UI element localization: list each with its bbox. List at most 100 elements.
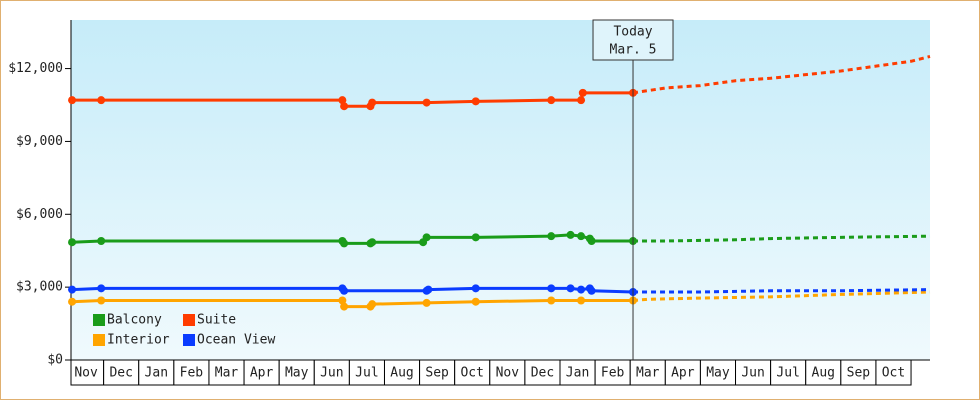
x-tick-label: Apr <box>671 366 695 381</box>
data-point <box>547 232 556 241</box>
data-point <box>471 233 480 242</box>
data-point <box>578 88 587 97</box>
data-point <box>68 238 77 247</box>
data-point <box>340 302 349 311</box>
data-point <box>68 285 77 294</box>
x-tick-label: Dec <box>109 366 132 381</box>
data-point <box>68 297 77 306</box>
today-label: Today <box>613 25 652 40</box>
y-tick-label: $6,000 <box>16 207 63 222</box>
x-tick-label: Jan <box>145 366 168 381</box>
x-tick-box <box>699 359 737 386</box>
data-point <box>471 284 480 293</box>
x-tick-box <box>103 359 140 386</box>
x-tick-label: Mar <box>215 366 239 381</box>
data-point <box>424 285 433 294</box>
x-tick-label: Dec <box>531 366 554 381</box>
data-point <box>368 238 377 247</box>
data-point <box>97 96 106 105</box>
x-tick-box <box>840 359 877 386</box>
legend-label: Balcony <box>107 313 162 328</box>
data-point <box>368 300 377 309</box>
x-tick-label: Jun <box>741 366 764 381</box>
data-point <box>577 285 586 294</box>
data-point <box>97 296 106 305</box>
x-tick-label: Jul <box>355 366 378 381</box>
data-point <box>97 237 106 245</box>
legend-swatch <box>93 334 105 346</box>
x-tick-label: Jan <box>566 366 589 381</box>
plot-area <box>71 20 930 360</box>
data-point <box>422 98 431 107</box>
data-point <box>340 239 349 248</box>
y-tick-label: $3,000 <box>16 280 63 295</box>
x-tick-label: Jun <box>320 366 343 381</box>
y-tick-label: $12,000 <box>8 61 63 76</box>
data-point <box>422 233 431 242</box>
data-point <box>340 102 349 111</box>
today-label: Mar. 5 <box>610 43 657 58</box>
data-point <box>97 284 106 293</box>
legend-label: Suite <box>197 313 236 328</box>
x-tick-label: Mar <box>636 366 660 381</box>
data-point <box>338 296 347 305</box>
x-tick-box <box>770 359 807 386</box>
data-point <box>338 96 347 105</box>
data-point <box>368 98 377 107</box>
legend-swatch <box>183 314 195 326</box>
data-point <box>547 96 556 105</box>
x-tick-label: Jul <box>776 366 799 381</box>
x-tick-label: Sep <box>847 366 871 381</box>
y-tick-label: $9,000 <box>16 134 63 149</box>
x-tick-box <box>70 359 105 386</box>
data-point <box>587 237 596 245</box>
x-tick-box <box>594 359 631 386</box>
x-tick-box <box>664 359 701 386</box>
data-point <box>422 298 431 307</box>
x-tick-label: May <box>706 366 730 381</box>
y-tick-label: $0 <box>47 353 63 368</box>
legend-label: Ocean View <box>197 333 275 348</box>
x-tick-label: Feb <box>601 366 625 381</box>
forecast-line <box>633 288 931 294</box>
forecast-line <box>632 290 931 302</box>
today-box <box>592 19 674 61</box>
data-point <box>471 297 480 306</box>
x-tick-box <box>559 359 596 386</box>
forecast-line <box>633 234 931 243</box>
x-tick-label: Aug <box>390 366 413 381</box>
x-tick-label: Nov <box>496 366 520 381</box>
x-tick-box <box>138 359 175 386</box>
x-tick-box <box>208 359 245 386</box>
legend-swatch <box>93 314 105 326</box>
data-point <box>587 286 596 295</box>
x-tick-box <box>875 359 912 386</box>
x-tick-box <box>313 359 350 386</box>
forecast-line <box>632 54 931 95</box>
x-tick-box <box>805 359 842 386</box>
data-point <box>577 232 586 241</box>
x-tick-box <box>383 359 421 386</box>
x-tick-label: May <box>285 366 309 381</box>
data-point <box>577 96 586 105</box>
x-tick-box <box>735 359 772 386</box>
x-tick-label: Aug <box>812 366 835 381</box>
data-point <box>547 284 556 293</box>
x-tick-box <box>173 359 210 386</box>
data-point <box>68 96 77 105</box>
x-tick-label: Feb <box>180 366 204 381</box>
data-point <box>577 296 586 305</box>
x-tick-box <box>454 359 491 386</box>
legend-label: Interior <box>107 333 170 348</box>
data-point <box>340 286 349 295</box>
data-point <box>547 296 556 305</box>
x-tick-label: Nov <box>74 366 98 381</box>
x-tick-label: Apr <box>250 366 274 381</box>
x-tick-label: Oct <box>882 366 905 381</box>
x-tick-label: Oct <box>460 366 483 381</box>
x-tick-label: Sep <box>425 366 449 381</box>
data-point <box>566 284 575 293</box>
legend-swatch <box>183 334 195 346</box>
data-point <box>566 230 575 239</box>
